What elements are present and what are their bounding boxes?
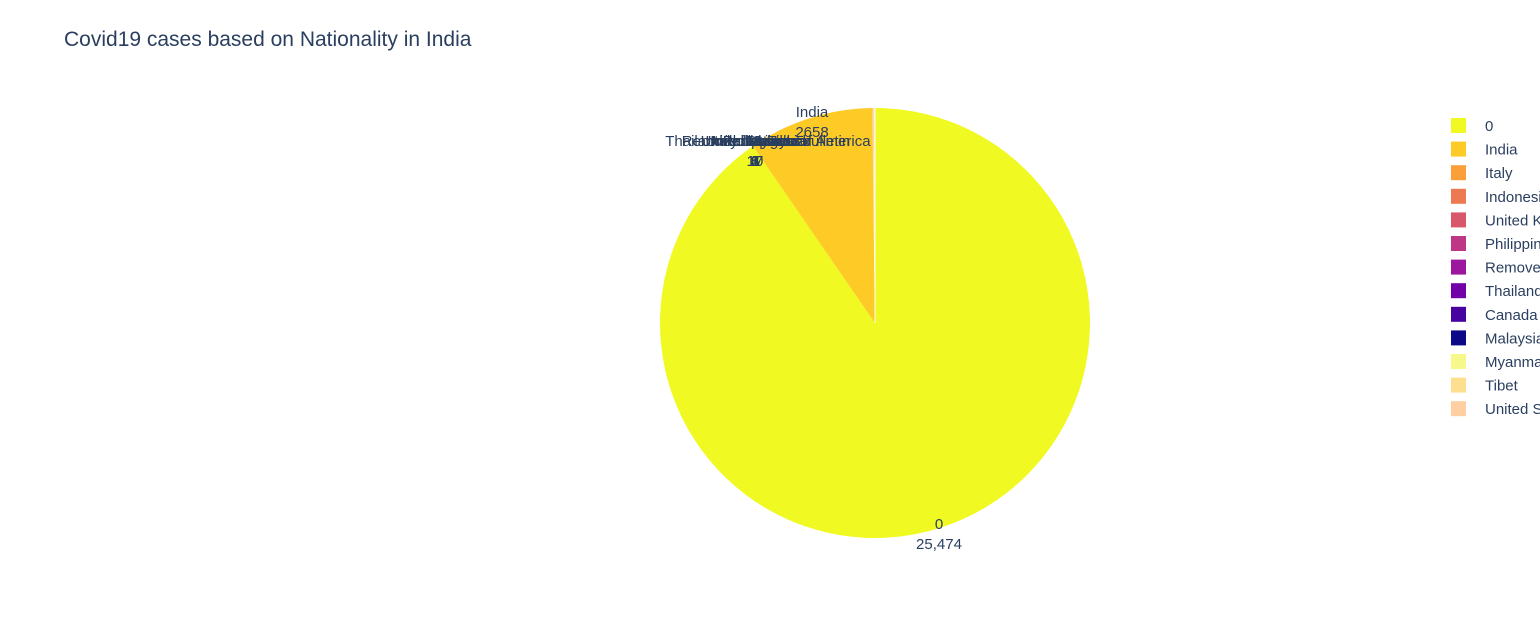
slice-label-myanmar: Myanmar 1 — [749, 133, 812, 170]
legend-swatch-0[interactable] — [1451, 118, 1466, 133]
pie-slices — [659, 107, 1090, 538]
legend-label-philippines[interactable]: Philippines — [1485, 236, 1540, 253]
legend-label-malaysia[interactable]: Malaysia — [1485, 330, 1540, 347]
legend-label-thailand[interactable]: Thailand — [1485, 283, 1540, 300]
pie-slice-india[interactable] — [752, 108, 875, 323]
slice-label-tibet: Tibet 1 — [751, 133, 801, 170]
legend-swatch-tibet[interactable] — [1451, 377, 1466, 393]
legend-label-myanmar[interactable]: Myanmar — [1485, 354, 1540, 371]
legend-label-removed-in-state-bulletin[interactable]: Removed in state bulletin — [1485, 260, 1540, 277]
legend-swatch-india[interactable] — [1451, 141, 1466, 157]
slice-label-0: 0 25,474 — [916, 516, 962, 553]
slice-label-philippines: Philippines 6 — [723, 133, 796, 170]
legend-swatch-malaysia[interactable] — [1451, 330, 1466, 346]
legend-label-indonesia[interactable]: Indonesia — [1485, 189, 1540, 206]
legend-swatch-thailand[interactable] — [1451, 283, 1466, 299]
legend-swatch-united-kingdom[interactable] — [1451, 212, 1466, 228]
legend-label-italy[interactable]: Italy — [1485, 165, 1513, 182]
legend-swatch-indonesia[interactable] — [1451, 188, 1466, 204]
slice-label-removed-in-state-bulletin: Removed in state bulletin 3 — [682, 133, 850, 170]
legend-swatch-united-states-of-america[interactable] — [1451, 401, 1466, 417]
slice-label-italy: Italy17 — [710, 133, 763, 170]
slice-label-malaysia: Malaysia 1 — [746, 133, 806, 170]
legend-swatch-canada[interactable] — [1451, 306, 1466, 322]
slice-label-thailand: Thailand2 — [665, 133, 759, 170]
legend-swatch-removed-in-state-bulletin[interactable] — [1451, 259, 1466, 275]
legend-swatch-philippines[interactable] — [1451, 236, 1466, 251]
slice-label-indonesia: Indonesia 10 — [711, 133, 777, 170]
legend[interactable]: 0 India Italy Indonesia United Kingdom Philip… — [1451, 118, 1540, 418]
legend-swatch-italy[interactable] — [1451, 165, 1466, 181]
legend-label-0[interactable]: 0 — [1485, 118, 1493, 135]
legend-label-tibet[interactable]: Tibet — [1485, 378, 1519, 395]
slice-label-canada: Canada 1 — [746, 133, 799, 170]
legend-swatch-myanmar[interactable] — [1451, 354, 1466, 369]
legend-label-india[interactable]: India — [1485, 142, 1518, 159]
slice-label-india: India 2658 — [795, 104, 829, 141]
legend-label-united-kingdom[interactable]: United Kingdom — [1485, 212, 1540, 229]
legend-label-united-states-of-america[interactable]: United States of America — [1485, 401, 1540, 418]
chart-title: Covid19 cases based on Nationality in In… — [64, 28, 472, 51]
slice-label-united-kingdom: United Kingdom 8 — [701, 133, 808, 170]
slice-label-united-states-of-america: United States of America 1 — [705, 133, 871, 170]
legend-label-canada[interactable]: Canada — [1485, 307, 1538, 324]
